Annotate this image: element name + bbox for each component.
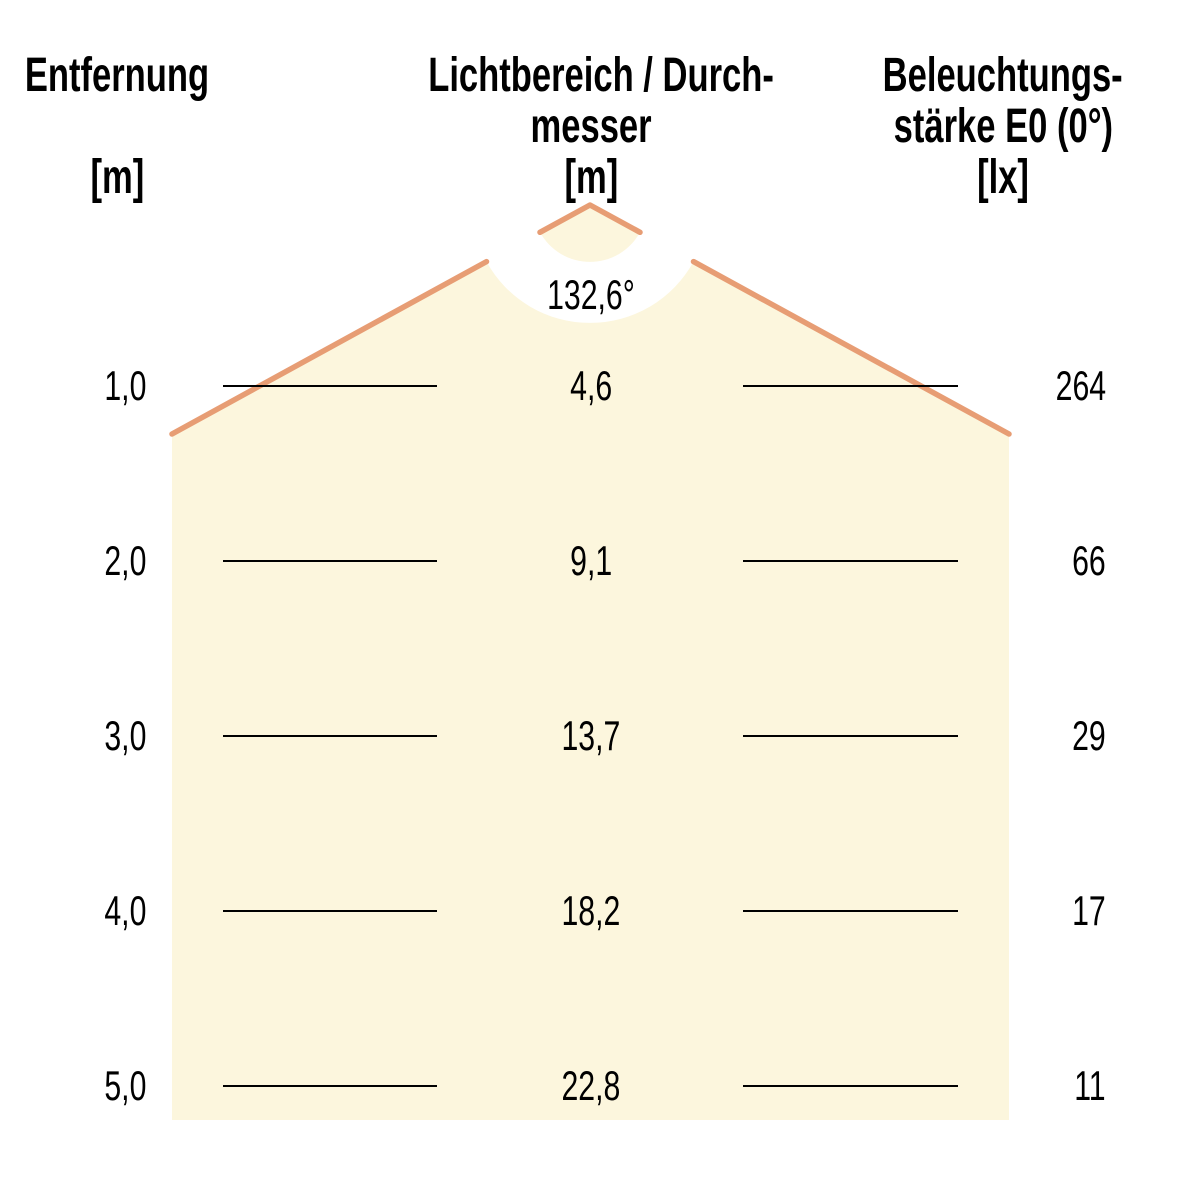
- right-tick-line: [743, 735, 958, 737]
- left-tick-line: [223, 910, 437, 912]
- distance-value: 1,0: [103, 362, 146, 409]
- header-distance-unit: [m]: [90, 151, 144, 204]
- left-tick-line: [223, 385, 437, 387]
- diameter-value: 4,6: [569, 362, 613, 409]
- illuminance-value: 264: [1055, 362, 1106, 409]
- cone-body-fill: [172, 261, 1009, 1121]
- header-distance-title: Entfernung: [24, 49, 210, 102]
- illuminance-value: 66: [1072, 537, 1106, 584]
- illuminance-value: 17: [1072, 887, 1106, 934]
- left-tick-line: [223, 560, 437, 562]
- right-tick-line: [743, 560, 958, 562]
- right-tick-line: [743, 1085, 958, 1087]
- table-row: 3,0 13,7 29: [0, 705, 1182, 767]
- table-row: 5,0 22,8 11: [0, 1055, 1182, 1117]
- cone-left-edge: [169, 258, 490, 437]
- beam-angle-value: 132,6°: [547, 271, 635, 318]
- cone-apex-edges: [537, 202, 643, 236]
- left-tick-line: [223, 735, 437, 737]
- distance-value: 3,0: [103, 712, 146, 759]
- header-illuminance-title-line1: Beleuchtungs-: [882, 49, 1124, 102]
- distance-value: 5,0: [103, 1062, 146, 1109]
- diameter-value: 13,7: [561, 712, 621, 759]
- illuminance-value: 11: [1074, 1062, 1106, 1109]
- table-row: 1,0 4,6 264: [0, 355, 1182, 417]
- illuminance-value: 29: [1072, 712, 1106, 759]
- table-row: 4,0 18,2 17: [0, 880, 1182, 942]
- header-illuminance-title-line2: stärke E0 (0°): [893, 100, 1113, 153]
- distance-value: 2,0: [103, 537, 146, 584]
- right-tick-line: [743, 385, 958, 387]
- header-diameter-title-line2: messer: [530, 100, 652, 153]
- header-diameter-unit: [m]: [564, 151, 618, 204]
- cone-right-edge: [690, 258, 1012, 437]
- table-row: 2,0 9,1 66: [0, 530, 1182, 592]
- diameter-value: 9,1: [569, 537, 613, 584]
- diameter-value: 18,2: [561, 887, 621, 934]
- header-illuminance-unit: [lx]: [977, 151, 1029, 204]
- distance-value: 4,0: [103, 887, 146, 934]
- header-diameter-title-line1: Lichtbereich / Durch-: [428, 49, 774, 102]
- right-tick-line: [743, 910, 958, 912]
- cone-apex-fan-fill: [540, 205, 640, 262]
- diameter-value: 22,8: [561, 1062, 621, 1109]
- left-tick-line: [223, 1085, 437, 1087]
